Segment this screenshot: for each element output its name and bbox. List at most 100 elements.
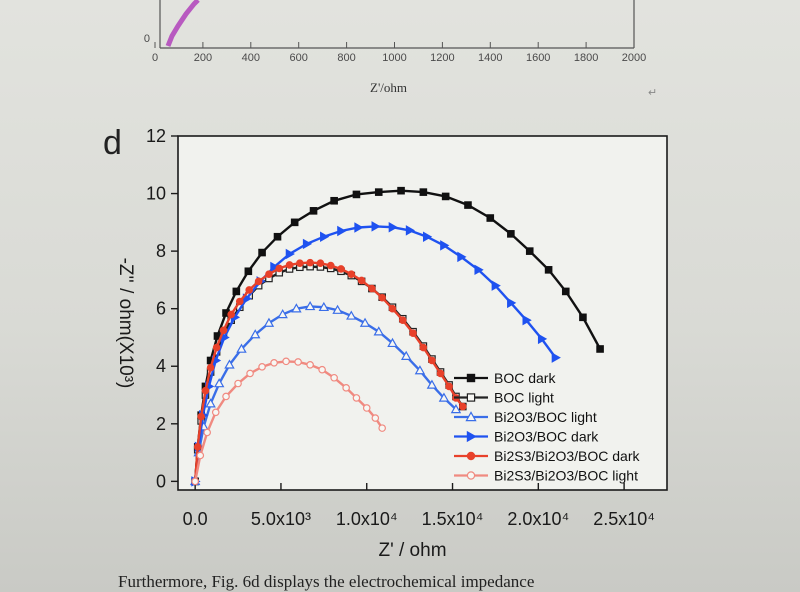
data-point <box>193 443 202 451</box>
x-tick-label: 2.5x10⁴ <box>593 509 655 529</box>
legend-label: Bi2S3/Bi2O3/BOC dark <box>494 448 641 464</box>
x-tick-label: 0.0 <box>183 509 208 529</box>
data-point <box>224 359 235 369</box>
y-tick-label: 12 <box>146 126 166 146</box>
data-point <box>450 403 462 414</box>
x-tick-label: 5.0x10³ <box>251 509 311 529</box>
data-point <box>596 345 604 353</box>
data-point <box>235 297 244 306</box>
data-point <box>441 192 450 201</box>
data-point <box>409 329 417 337</box>
previous-chart-x-tick-label: 1800 <box>574 52 598 64</box>
data-point <box>428 356 436 365</box>
legend: BOC dark BOC light Bi2O3/BOC light Bi2O3/BO… <box>454 370 641 484</box>
data-point <box>337 265 345 273</box>
data-point <box>330 373 338 382</box>
data-point <box>464 201 472 209</box>
data-point <box>232 287 241 296</box>
series-group <box>191 258 467 486</box>
data-point <box>302 238 313 250</box>
data-point <box>414 365 426 375</box>
data-point <box>206 363 215 372</box>
body-text-line: Furthermore, Fig. 6d displays the electr… <box>118 572 535 591</box>
data-point <box>347 270 356 278</box>
previous-chart-x-tick-label: 1400 <box>478 52 502 64</box>
previous-chart-x-tick-label: 1600 <box>526 52 550 64</box>
data-point <box>507 297 517 309</box>
data-point <box>205 398 216 408</box>
legend-label: Bi2S3/Bi2O3/BOC light <box>494 468 638 484</box>
previous-chart-series-line <box>165 0 200 47</box>
data-point <box>263 317 275 327</box>
previous-chart-x-tick-label: 600 <box>290 52 308 64</box>
data-point <box>197 412 205 421</box>
panel-label: d <box>103 124 122 162</box>
data-point <box>285 248 295 260</box>
data-point <box>346 310 357 320</box>
data-point <box>227 310 235 319</box>
data-point <box>245 286 254 294</box>
data-point <box>561 287 570 296</box>
x-tick-label: 2.0x10⁴ <box>507 509 569 529</box>
y-tick-label: 6 <box>156 299 166 319</box>
data-point <box>357 276 366 285</box>
y-tick-label: 8 <box>156 241 166 261</box>
data-point <box>388 222 398 233</box>
data-point <box>579 313 587 322</box>
x-axis-title: Z' / ohm <box>378 540 446 561</box>
data-point <box>436 369 445 378</box>
data-point <box>400 350 412 360</box>
data-point <box>342 384 350 392</box>
data-point <box>294 358 302 366</box>
data-point <box>486 214 495 222</box>
data-point <box>507 230 515 238</box>
data-point <box>306 258 314 267</box>
y-tick-label: 2 <box>156 414 166 434</box>
previous-chart: 0 200 400 600 800 1000 1200 1400 1600 1800 2000 0 <box>144 0 646 64</box>
data-point <box>359 317 371 327</box>
legend-marker <box>466 430 477 443</box>
data-point <box>275 264 284 273</box>
data-point <box>316 259 325 268</box>
data-point <box>474 264 484 276</box>
data-point <box>368 284 376 293</box>
data-point <box>219 326 228 335</box>
data-point <box>258 363 266 371</box>
y-axis-title: -Z'' / ohm(X10³) <box>115 258 136 389</box>
legend-marker <box>466 373 476 383</box>
data-point <box>354 222 364 233</box>
data-point <box>326 261 335 270</box>
data-point <box>397 186 405 195</box>
data-point <box>270 261 280 273</box>
data-point <box>551 352 561 363</box>
data-point <box>196 451 205 460</box>
data-point <box>522 314 532 326</box>
series-group <box>191 357 386 486</box>
data-point <box>525 247 534 255</box>
data-point <box>422 231 433 242</box>
data-point <box>537 333 548 345</box>
data-point <box>318 301 330 312</box>
data-point <box>203 428 211 437</box>
data-point <box>371 414 380 422</box>
x-tick-label: 1.0x10⁴ <box>336 509 398 529</box>
data-point <box>378 293 386 302</box>
data-point <box>290 218 299 227</box>
data-point <box>337 225 347 237</box>
previous-chart-y-tick-label: 0 <box>144 33 150 45</box>
x-tick-label: 1.5x10⁴ <box>422 509 484 529</box>
data-point <box>440 240 450 251</box>
previous-chart-x-tick-label: 400 <box>242 52 260 64</box>
data-point <box>254 277 263 286</box>
data-point <box>212 343 221 352</box>
data-point <box>318 365 326 374</box>
data-point <box>491 280 501 291</box>
data-point <box>246 369 254 378</box>
data-point <box>332 304 343 314</box>
data-point <box>213 378 225 388</box>
data-point <box>282 357 290 366</box>
data-point <box>378 424 386 432</box>
data-point <box>270 358 278 367</box>
